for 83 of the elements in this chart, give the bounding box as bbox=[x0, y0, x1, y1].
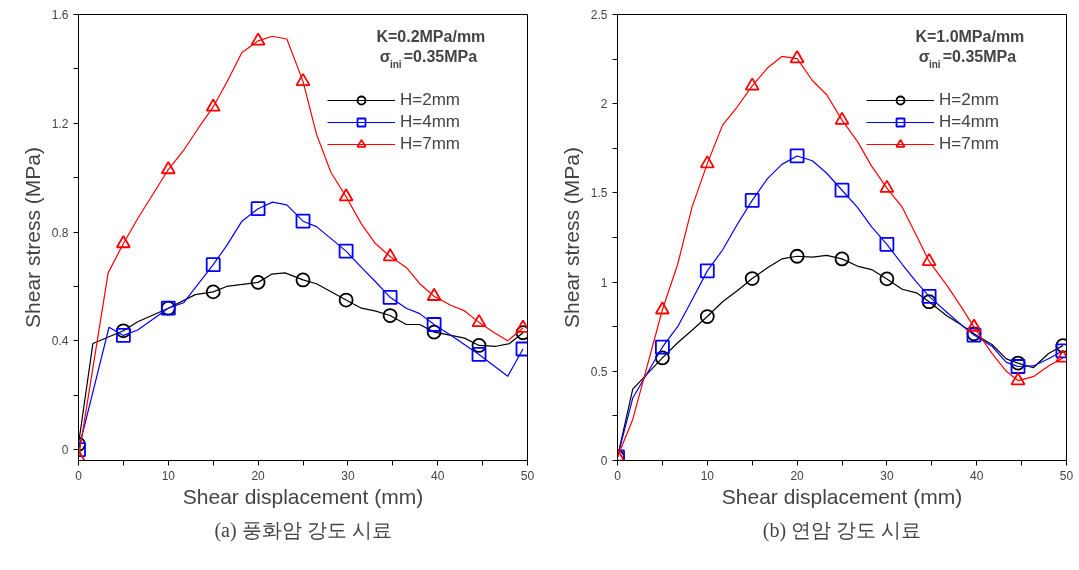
x-tick-label: 40 bbox=[970, 468, 984, 483]
point bbox=[205, 257, 221, 273]
y-tick-label: 2.5 bbox=[590, 8, 608, 22]
y-tick-label: 0.8 bbox=[51, 225, 69, 240]
x-tick-label: 10 bbox=[700, 468, 715, 483]
point bbox=[250, 201, 266, 217]
y-tick-label: 0.5 bbox=[590, 364, 608, 379]
y-tick-label: 1.5 bbox=[590, 186, 608, 201]
point bbox=[338, 188, 354, 202]
x-axis-title: Shear displacement (mm) bbox=[182, 484, 424, 508]
y-tick-label: 2 bbox=[600, 97, 608, 112]
point bbox=[250, 32, 266, 46]
point bbox=[879, 271, 895, 287]
point bbox=[834, 182, 850, 198]
legend-label: H=4mm bbox=[939, 112, 999, 132]
point bbox=[655, 301, 670, 315]
point bbox=[879, 179, 895, 193]
legend-label: H=4mm bbox=[400, 112, 460, 132]
point bbox=[295, 213, 311, 229]
point bbox=[1010, 355, 1026, 371]
point bbox=[655, 350, 670, 366]
point bbox=[471, 338, 487, 353]
x-tick-label: 30 bbox=[341, 468, 355, 483]
x-tick-label: 30 bbox=[880, 468, 894, 483]
point bbox=[426, 324, 442, 340]
point bbox=[250, 274, 266, 290]
point bbox=[921, 294, 937, 310]
x-tick-label: 20 bbox=[251, 468, 266, 483]
point bbox=[921, 288, 937, 304]
point bbox=[205, 284, 221, 300]
point bbox=[744, 192, 760, 208]
point bbox=[116, 328, 131, 343]
point bbox=[160, 161, 176, 175]
point bbox=[744, 271, 760, 286]
point bbox=[834, 111, 850, 125]
x-tick-label: 40 bbox=[431, 468, 445, 483]
point bbox=[789, 50, 805, 64]
y-tick-label: 0.4 bbox=[51, 334, 69, 349]
point bbox=[699, 263, 715, 279]
y-tick-label: 1.6 bbox=[51, 8, 69, 22]
point bbox=[1010, 372, 1026, 386]
legend-label: H=2mm bbox=[400, 90, 460, 110]
legend-label: H=2mm bbox=[939, 90, 999, 110]
point bbox=[295, 272, 311, 288]
point bbox=[744, 77, 760, 91]
x-tick-label: 20 bbox=[790, 468, 805, 483]
point bbox=[338, 292, 354, 308]
point bbox=[426, 287, 442, 301]
point bbox=[789, 148, 805, 164]
y-axis-title: Shear stress (MPa) bbox=[559, 147, 583, 328]
point bbox=[699, 309, 715, 324]
point bbox=[471, 347, 487, 362]
legend-label: H=7mm bbox=[939, 134, 999, 154]
point bbox=[382, 289, 398, 305]
y-axis-title: Shear stress (MPa) bbox=[20, 147, 44, 328]
point bbox=[382, 248, 398, 262]
point bbox=[116, 235, 131, 249]
x-tick-label: 50 bbox=[520, 468, 535, 483]
point bbox=[789, 248, 805, 264]
point bbox=[426, 317, 442, 332]
legend-label: H=7mm bbox=[400, 134, 460, 154]
point bbox=[966, 318, 982, 332]
text: (a) 풍화암 강도 시료 bbox=[214, 518, 392, 542]
x-tick-label: 0 bbox=[75, 468, 83, 483]
y-tick-label: 1 bbox=[600, 275, 608, 290]
point bbox=[879, 236, 895, 252]
point bbox=[921, 253, 937, 267]
y-tick-label: 0 bbox=[600, 454, 608, 468]
point bbox=[655, 339, 670, 355]
point bbox=[205, 98, 221, 112]
point bbox=[338, 243, 354, 259]
text: (b) 연암 강도 시료 bbox=[762, 518, 922, 542]
x-tick-label: 0 bbox=[614, 468, 622, 483]
point bbox=[382, 308, 398, 323]
point bbox=[295, 72, 311, 87]
y-tick-label: 1.2 bbox=[51, 116, 69, 131]
y-tick-label: 0 bbox=[61, 443, 69, 458]
point bbox=[1010, 359, 1026, 374]
x-tick-label: 10 bbox=[161, 468, 176, 483]
point bbox=[699, 155, 715, 169]
x-tick-label: 50 bbox=[1059, 468, 1074, 483]
point bbox=[834, 251, 850, 267]
x-axis-title: Shear displacement (mm) bbox=[721, 484, 963, 508]
